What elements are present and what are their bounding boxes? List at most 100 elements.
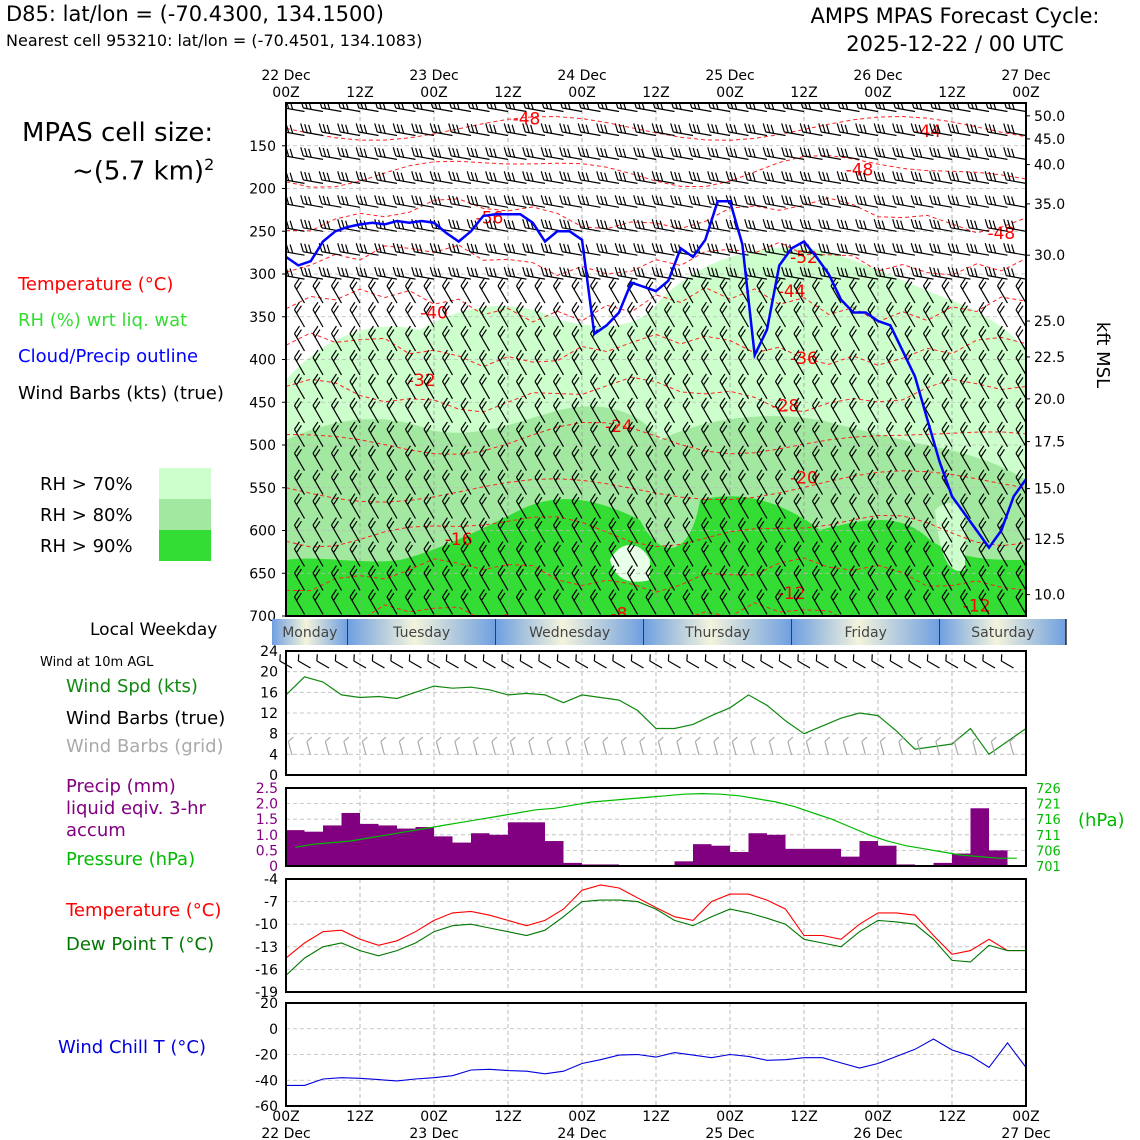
wind-barb-flag: [369, 305, 376, 314]
wind-barb-flag: [585, 220, 590, 230]
wind-barb-flag: [552, 589, 559, 598]
wind-barb-flag: [937, 172, 941, 182]
wind-barb: [478, 397, 491, 424]
wind-barb-flag: [867, 445, 874, 454]
wind-barb-flag: [684, 377, 691, 386]
wind-barb-flag: [992, 244, 997, 254]
wind-barb-flag: [404, 325, 411, 334]
wind-barb: [719, 517, 731, 543]
wind-barb-flag: [304, 103, 308, 109]
wind-barb-flag: [748, 219, 752, 229]
wind-barb-grid: [435, 736, 442, 756]
wind-barb-flag: [388, 544, 395, 553]
pressure-tick-label: 150: [249, 139, 276, 155]
wind-barb: [663, 469, 676, 495]
wind-barb-flag: [363, 220, 368, 230]
wind-barb-grid-staff: [324, 741, 330, 756]
wind-barb-flag: [628, 496, 635, 505]
wind-barb-flag: [961, 401, 968, 410]
wind-barb: [959, 565, 972, 591]
wind-barb-flag: [933, 123, 937, 133]
wind-barb-flag: [462, 568, 469, 577]
wind-barb-flag: [563, 267, 567, 277]
wind-barb-flag: [589, 517, 596, 526]
wind-barb-flag: [752, 103, 756, 110]
wind-barb-flag: [702, 592, 709, 601]
wind-barb-grid: [731, 736, 738, 756]
wind-barb-flag: [460, 277, 467, 287]
wind-barb: [293, 517, 306, 543]
wind-barb: [811, 397, 824, 424]
wind-barb: [885, 301, 898, 328]
wind-barb-flag: [293, 325, 300, 334]
wind-barb-flag: [770, 148, 775, 158]
wind-barb-flag: [392, 147, 397, 157]
wind-barb-flag: [591, 592, 598, 601]
bottom-hour-label: 00Z: [420, 1109, 447, 1125]
wind-barb-flag: [752, 196, 756, 206]
wind-barb-flag: [618, 219, 623, 229]
wind-barb-flag: [974, 148, 978, 158]
wind-barb: [460, 421, 472, 448]
wind-barb: [904, 565, 916, 591]
wind-barb-flag: [867, 301, 874, 311]
wind-barb: [1003, 147, 1026, 160]
wind-barb: [571, 541, 583, 567]
wind-barb-flag: [855, 266, 859, 276]
wind-barb-flag: [452, 195, 456, 205]
wind-barb: [978, 445, 990, 471]
weekday-segment: [272, 619, 348, 645]
wind-barb-flag: [959, 325, 966, 334]
wind-barb-flag: [696, 124, 701, 134]
wind-barb-flag: [811, 325, 818, 334]
wind-barb-true-flag: [797, 654, 799, 662]
wind-barb: [534, 397, 546, 424]
wind-barb-flag: [813, 353, 820, 362]
wind-barb-flag: [530, 124, 534, 134]
wind-barb-grid: [694, 736, 701, 756]
wind-barb-flag: [867, 589, 874, 598]
wind-barb: [996, 589, 1009, 615]
wind-barb-flag: [863, 172, 867, 182]
wind-barb: [577, 195, 601, 208]
wind-barb: [286, 103, 305, 113]
wind-barb-flag: [822, 103, 826, 109]
wind-barb-flag: [799, 171, 804, 181]
wind-barb-flag: [610, 425, 617, 434]
wind-barb-flag: [369, 329, 376, 338]
wind-barb-flag: [374, 266, 378, 276]
wind-barb-flag: [781, 266, 785, 276]
wind-barb: [830, 373, 842, 400]
wind-barb-flag: [314, 353, 321, 362]
wind-barb-flag: [396, 147, 401, 157]
wind-barb-flag: [645, 565, 652, 574]
wind-barb: [774, 469, 787, 495]
dewpoint-label: Dew Point T (°C): [66, 934, 215, 955]
wind-barb-flag: [507, 195, 512, 205]
wind-barb: [423, 565, 435, 591]
temp-contour-label: -48: [513, 109, 541, 129]
wind-barb-flag: [266, 100, 271, 109]
wind-barb-flag: [988, 171, 993, 181]
wind-barb-flag: [433, 123, 438, 133]
wind-barb-flag: [885, 277, 892, 287]
wind-barb-flag: [869, 305, 876, 314]
wind-barb-flag: [433, 267, 438, 277]
wind-barb-flag: [536, 377, 543, 386]
wind-barb-flag: [774, 589, 781, 598]
wind-barb-flag: [647, 305, 654, 314]
wind-barb-true-staff: [464, 660, 478, 669]
wind-barb-flag: [332, 520, 339, 529]
wind-barb-flag: [776, 448, 783, 458]
wind-barb-flag: [493, 268, 497, 278]
wind-barb-flag: [628, 425, 635, 434]
wind-barb-flag: [914, 147, 919, 157]
wind-barb-flag: [478, 301, 485, 311]
height-tick-label: 15.0: [1034, 482, 1065, 498]
wind-barb-flag: [655, 147, 660, 157]
wind-barb: [497, 469, 509, 495]
wind-barb-flag: [776, 425, 783, 434]
wind-barb-flag: [411, 195, 415, 204]
wind-barb-flag: [929, 242, 933, 252]
wind-barb: [608, 589, 620, 615]
